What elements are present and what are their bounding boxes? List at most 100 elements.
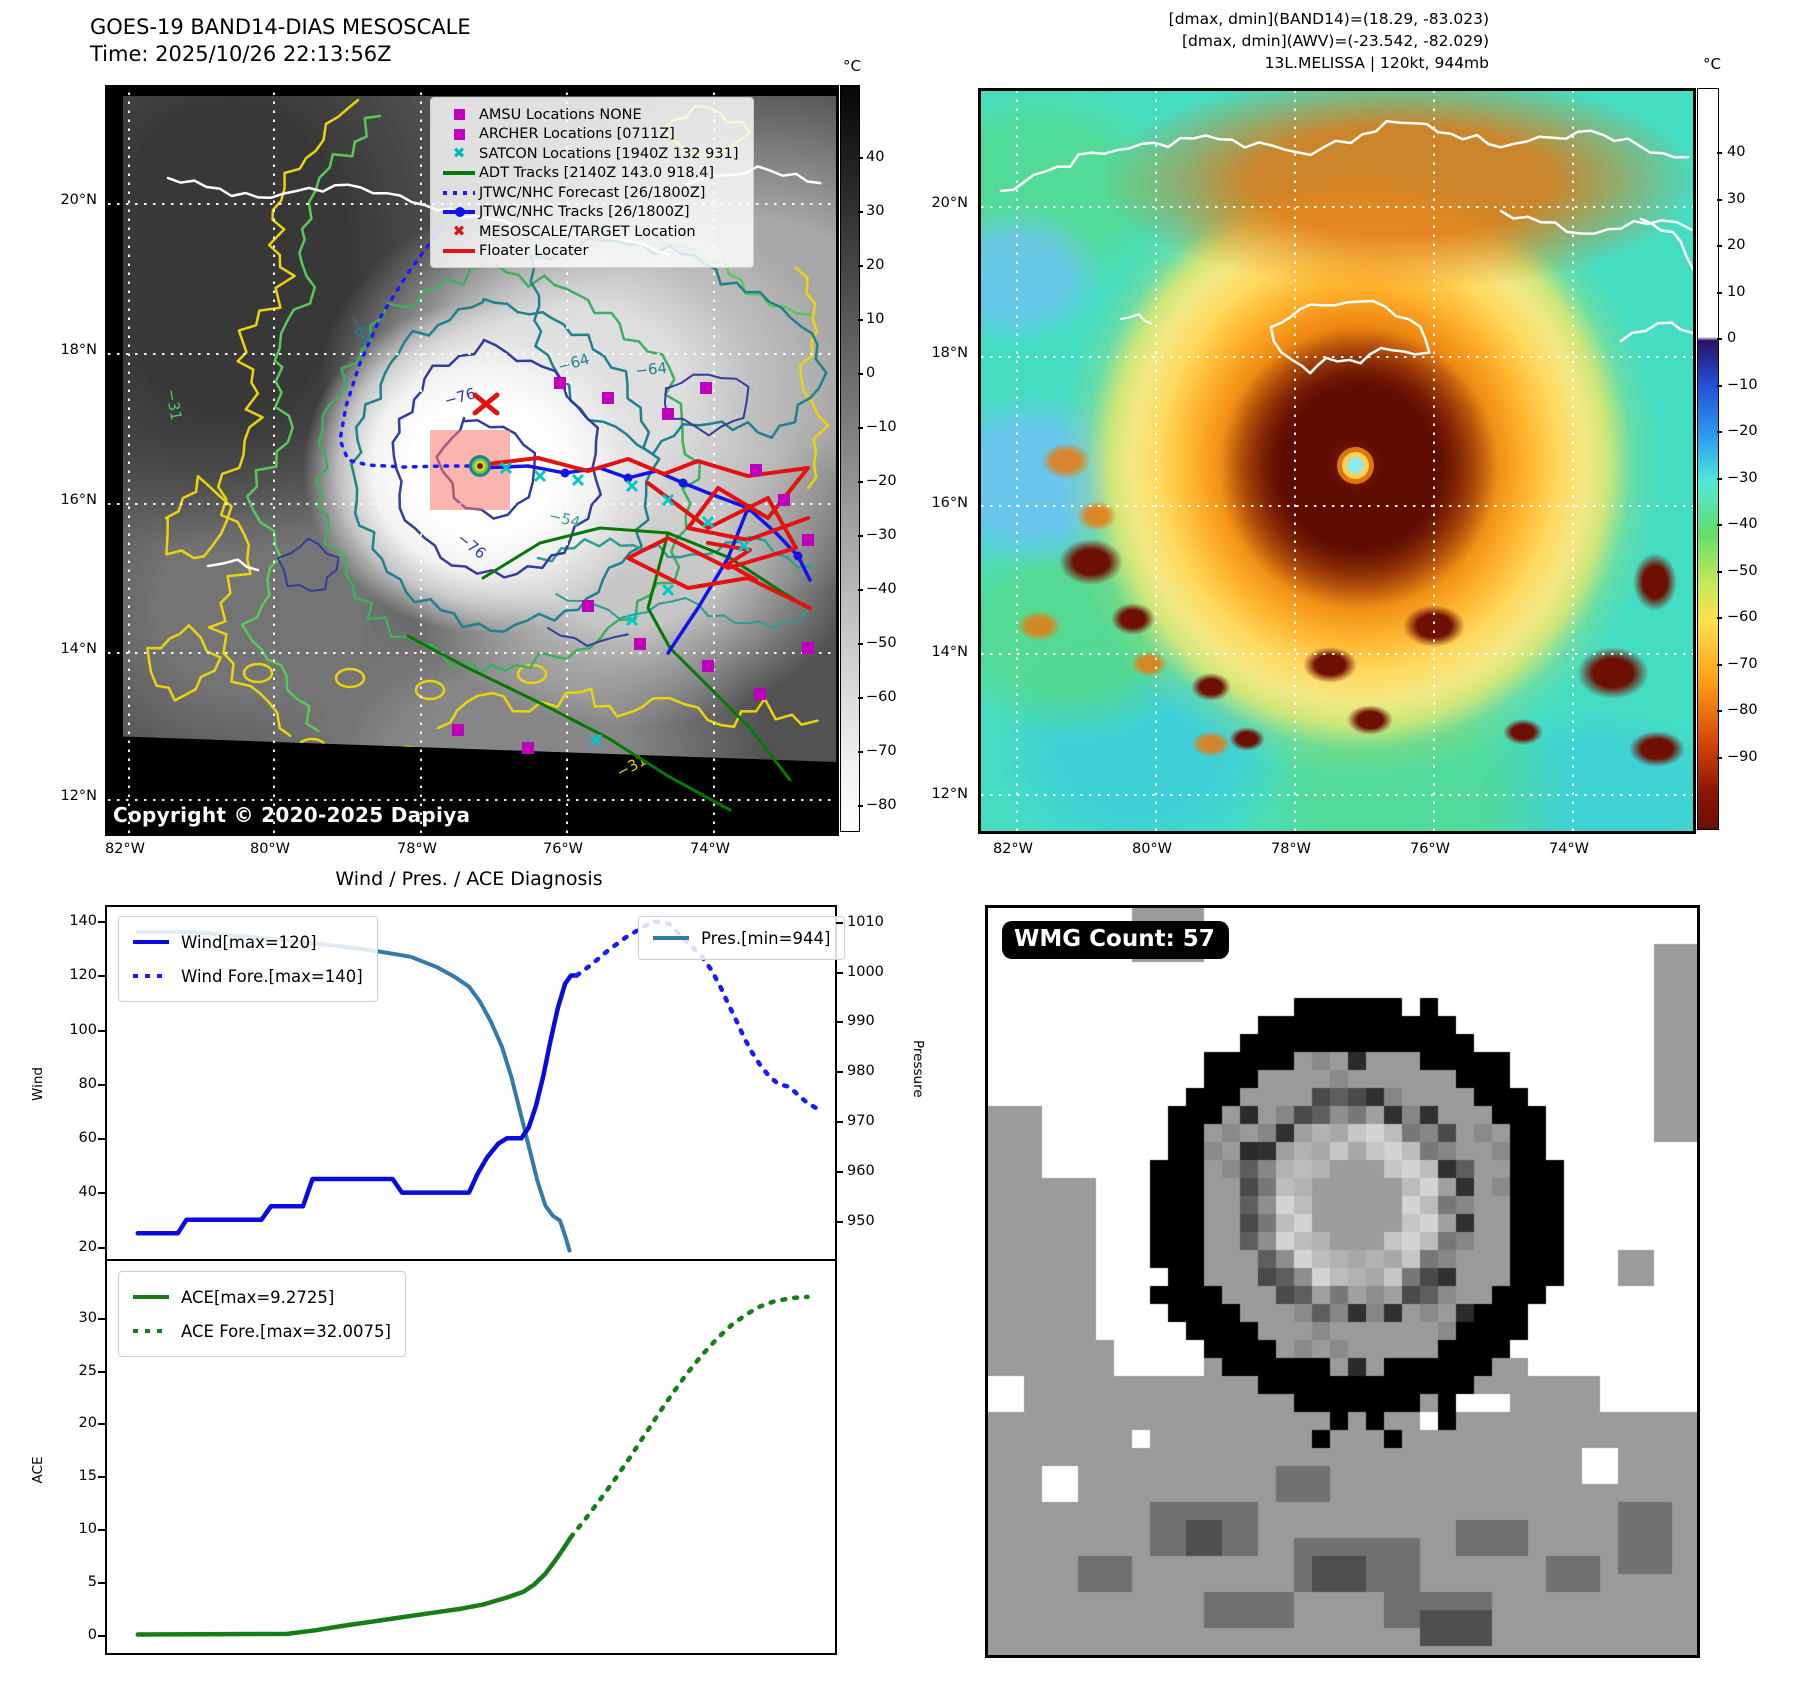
satcon-x-marker [625, 613, 639, 627]
lmap-lat-label: 20°N [60, 192, 97, 208]
graticule-82w [128, 88, 130, 833]
graticule-74w [1572, 91, 1574, 831]
square-marker-icon [439, 128, 479, 140]
axis-tick-mark [98, 975, 105, 977]
amsu-archer-square-marker [750, 464, 762, 476]
ace-chart [135, 1294, 810, 1637]
rmap-lon-label: 82°W [992, 841, 1034, 857]
lbar-tick-label: −40 [866, 581, 897, 597]
ace-tick-label: 30 [78, 1310, 97, 1326]
map-contour-path [1499, 209, 1693, 235]
axis-tick-mark [1717, 524, 1722, 526]
axis-tick-mark [1717, 431, 1722, 433]
map-contour-path [555, 593, 808, 629]
wind-legend: Wind[max=120] Wind Fore.[max=140] [118, 916, 378, 1002]
mesoscale-target-box [430, 430, 510, 510]
wind-tick-label: 40 [78, 1184, 97, 1200]
rbar-tick-label: 0 [1727, 330, 1737, 346]
map-contour-path [207, 98, 360, 738]
ace-tick-label: 0 [87, 1627, 97, 1643]
rbar-tick-label: 20 [1727, 237, 1746, 253]
coastlines-overlay [999, 119, 1693, 375]
cold-cloud-blob [1191, 673, 1231, 701]
ace-tick-label: 25 [78, 1363, 97, 1379]
lbar-tick-label: −80 [866, 797, 897, 813]
axis-tick-mark [858, 589, 863, 591]
band14-mesoscale-map: −76 −64 −64 −64 −54 −76 −31 −31 AMSU Locations … [105, 85, 839, 836]
rbar-tick-label: 30 [1727, 190, 1746, 207]
lbar-tick-label: −20 [866, 473, 897, 489]
graticule-18n [981, 356, 1693, 358]
track-point-dot [793, 551, 803, 561]
map-contour-path [794, 266, 830, 490]
legend-item-label: AMSU Locations NONE [479, 106, 642, 123]
lmap-lon-label: 80°W [249, 841, 291, 857]
graticule-20n [981, 206, 1693, 208]
rbar-tick-label: −40 [1727, 516, 1758, 532]
pressure-tick-label: 960 [847, 1163, 875, 1179]
color-ir-map [978, 88, 1696, 834]
legend-item-label: JTWC/NHC Forecast [26/1800Z] [479, 184, 706, 201]
axis-tick-mark [1717, 338, 1722, 340]
cold-cloud-blob [1347, 705, 1393, 735]
axis-tick-mark [1717, 291, 1722, 294]
legend-marker-glyph [443, 207, 475, 218]
wind-solid-sample [133, 939, 169, 945]
ace-chart-frame [105, 1259, 837, 1655]
legend-marker-glyph [443, 249, 475, 254]
graticule-80w [273, 88, 275, 833]
timestamp: Time: 2025/10/26 22:13:56Z [90, 42, 392, 66]
graticule-78w [420, 88, 422, 833]
rmap-lon-label: 78°W [1270, 841, 1312, 857]
amsu-archer-square-marker [754, 688, 766, 700]
right-panel-header: [dmax, dmin](BAND14)=(18.29, -83.023) [d… [1169, 8, 1489, 74]
amsu-archer-square-marker [452, 724, 464, 736]
axis-tick-mark [836, 1071, 843, 1073]
ace-fore-sample [133, 1328, 169, 1334]
amsu-archer-square-marker [554, 377, 566, 389]
map-contour-path [486, 411, 541, 425]
square-marker-icon [439, 109, 479, 121]
map-contour-path [436, 687, 819, 730]
legend-marker-glyph [443, 171, 475, 176]
pressure-axis-label: Pressure [910, 1040, 926, 1098]
contour-value-label: −76 [442, 384, 477, 410]
wmg-pixel-image [988, 908, 1697, 1655]
warm-patch-blob [1017, 611, 1061, 641]
lmap-lat-label: 14°N [60, 641, 97, 657]
lmap-lon-label: 74°W [689, 841, 731, 857]
amsu-archer-square-marker [634, 638, 646, 650]
axis-tick-mark [836, 972, 843, 974]
legend-marker-glyph [453, 128, 465, 140]
legend-item: ADT Tracks [2140Z 143.0 918.4] [439, 164, 745, 184]
pressure-tick-label: 980 [847, 1063, 875, 1079]
map-contour-path [706, 541, 758, 582]
dmax-dmin-band14: [dmax, dmin](BAND14)=(18.29, -83.023) [1168, 10, 1489, 28]
chart-series-line [574, 919, 820, 1111]
track-point-dot [678, 478, 688, 488]
line-dot-icon [439, 207, 479, 218]
map-contour-path [999, 119, 1690, 193]
wind-tick-label: 20 [78, 1239, 97, 1255]
lbar-tick-label: 30 [866, 203, 885, 219]
contour-blob [296, 737, 328, 759]
map-contour-path [406, 634, 732, 812]
rmap-lon-label: 74°W [1548, 841, 1590, 857]
map-contour-path [547, 627, 629, 647]
legend-item-label: ARCHER Locations [0711Z] [479, 126, 675, 143]
axis-tick-mark [98, 1247, 105, 1249]
axis-tick-mark [858, 157, 863, 159]
lbar-tick-label: 40 [866, 149, 885, 165]
satcon-x-marker [661, 583, 675, 597]
graticule-12n [108, 799, 836, 801]
warm-patch-blob [1191, 731, 1231, 757]
copyright-notice: Copyright © 2020-2025 Dapiya [113, 803, 471, 827]
rmap-lat-label: 20°N [931, 195, 968, 211]
lmap-lon-label: 78°W [396, 841, 438, 857]
map-contour-path [663, 373, 750, 437]
mesoscale-target-x-marker [472, 392, 500, 416]
contour-blob [334, 667, 366, 689]
map-contour-path [146, 624, 222, 702]
dmax-dmin-awv: [dmax, dmin](AWV)=(-23.542, -82.029) [1182, 32, 1489, 50]
